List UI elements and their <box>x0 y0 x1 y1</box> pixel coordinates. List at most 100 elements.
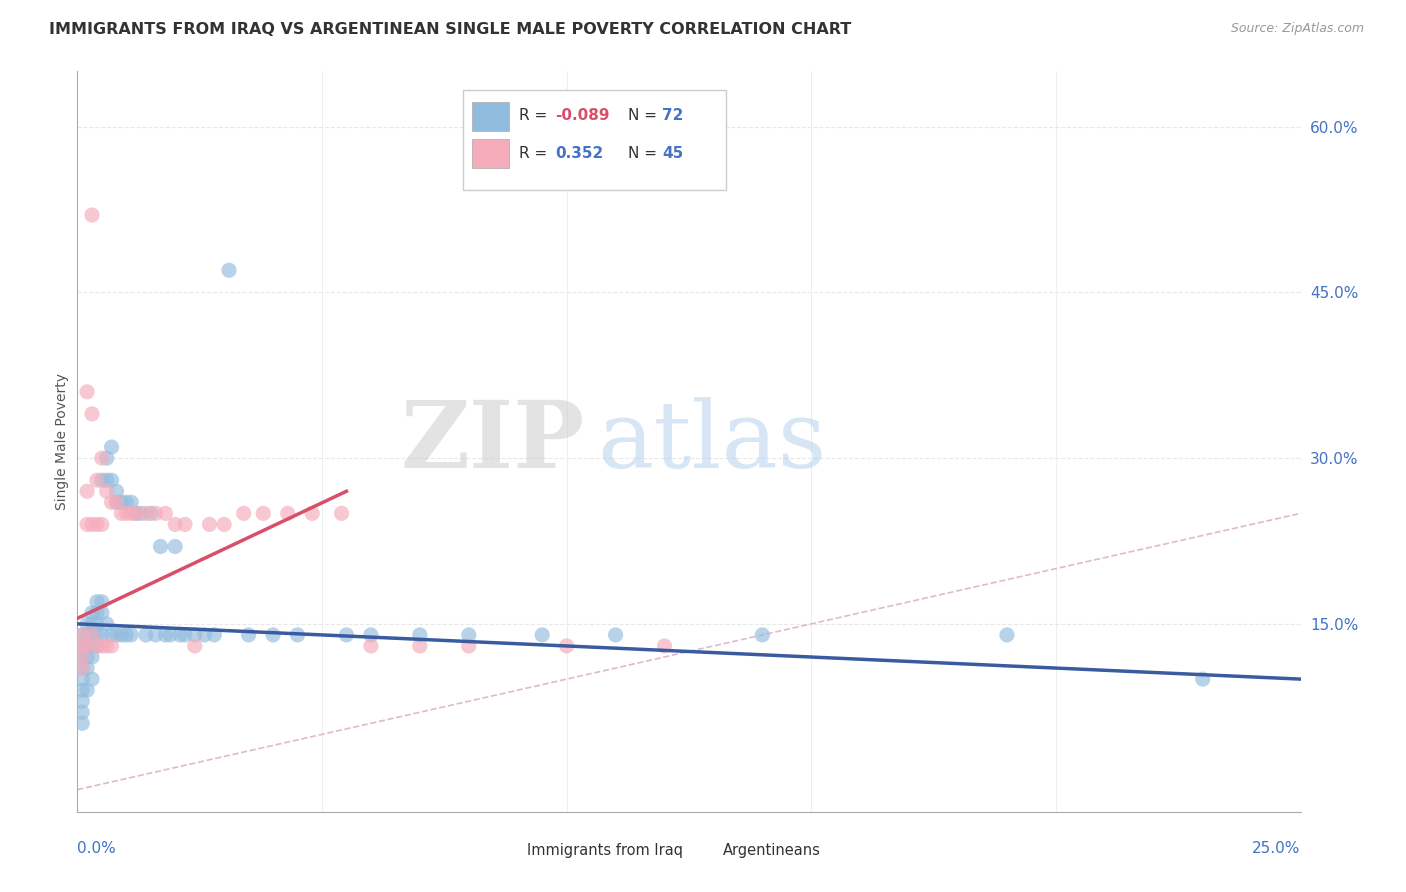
Point <box>360 628 382 642</box>
Point <box>184 639 207 653</box>
Y-axis label: Single Male Poverty: Single Male Poverty <box>55 373 69 510</box>
Point <box>155 628 177 642</box>
Point <box>751 628 773 642</box>
Point <box>174 628 197 642</box>
Point <box>80 606 103 620</box>
Point <box>96 473 118 487</box>
Text: N =: N = <box>628 108 662 122</box>
Text: 0.352: 0.352 <box>555 146 603 161</box>
Point <box>76 517 98 532</box>
Point <box>120 628 142 642</box>
Text: Source: ZipAtlas.com: Source: ZipAtlas.com <box>1230 22 1364 36</box>
Point <box>277 507 299 521</box>
Point <box>155 507 177 521</box>
Text: -0.089: -0.089 <box>555 108 610 122</box>
Point <box>80 650 103 665</box>
Point <box>169 628 191 642</box>
FancyBboxPatch shape <box>494 841 520 860</box>
Text: Immigrants from Iraq: Immigrants from Iraq <box>527 843 683 858</box>
FancyBboxPatch shape <box>472 103 509 130</box>
Point <box>174 517 197 532</box>
Text: 25.0%: 25.0% <box>1253 841 1301 856</box>
Point <box>76 639 98 653</box>
Point <box>100 639 122 653</box>
Point <box>409 628 432 642</box>
Point <box>90 595 112 609</box>
Point <box>605 628 627 642</box>
Point <box>86 628 108 642</box>
Point <box>76 650 98 665</box>
Point <box>555 639 578 653</box>
Text: N =: N = <box>628 146 662 161</box>
Point <box>76 639 98 653</box>
FancyBboxPatch shape <box>463 90 725 190</box>
Point <box>100 495 122 509</box>
Point <box>96 484 118 499</box>
Point <box>96 639 118 653</box>
Point <box>995 628 1018 642</box>
Point <box>139 507 162 521</box>
Point <box>193 628 215 642</box>
Point <box>90 473 112 487</box>
Point <box>330 507 353 521</box>
Text: Argentineans: Argentineans <box>723 843 821 858</box>
Point <box>105 484 128 499</box>
Point <box>76 484 98 499</box>
Point <box>115 507 138 521</box>
Point <box>202 628 225 642</box>
Point <box>90 517 112 532</box>
Point <box>218 263 240 277</box>
Point <box>252 507 274 521</box>
Point <box>80 407 103 421</box>
Point <box>76 661 98 675</box>
Point <box>76 683 98 698</box>
Point <box>76 616 98 631</box>
Point <box>165 517 187 532</box>
Point <box>70 716 93 731</box>
Point <box>70 661 93 675</box>
Point <box>80 628 103 642</box>
Point <box>80 517 103 532</box>
Point <box>115 495 138 509</box>
Point <box>86 639 108 653</box>
Point <box>70 683 93 698</box>
Point <box>76 628 98 642</box>
Point <box>96 616 118 631</box>
Point <box>70 694 93 708</box>
FancyBboxPatch shape <box>689 841 716 860</box>
Point <box>125 507 148 521</box>
Point <box>212 517 235 532</box>
Point <box>96 451 118 466</box>
Point <box>105 628 128 642</box>
Point <box>70 672 93 686</box>
Text: ZIP: ZIP <box>401 397 585 486</box>
Point <box>86 616 108 631</box>
Point <box>232 507 254 521</box>
Point <box>301 507 323 521</box>
Point <box>86 606 108 620</box>
Point <box>70 650 93 665</box>
Point <box>1191 672 1213 686</box>
Point <box>80 672 103 686</box>
Point <box>457 628 479 642</box>
Point <box>165 540 187 554</box>
Point <box>360 639 382 653</box>
Point <box>198 517 221 532</box>
Point <box>105 495 128 509</box>
Point <box>76 384 98 399</box>
Text: 72: 72 <box>662 108 683 122</box>
Point <box>80 208 103 222</box>
Text: R =: R = <box>519 146 557 161</box>
Point <box>238 628 260 642</box>
Point <box>70 706 93 720</box>
Point <box>145 628 167 642</box>
Point <box>80 639 103 653</box>
Point <box>110 628 132 642</box>
Point <box>110 495 132 509</box>
Point <box>115 628 138 642</box>
Point <box>262 628 284 642</box>
Point <box>105 495 128 509</box>
Text: IMMIGRANTS FROM IRAQ VS ARGENTINEAN SINGLE MALE POVERTY CORRELATION CHART: IMMIGRANTS FROM IRAQ VS ARGENTINEAN SING… <box>49 22 852 37</box>
Point <box>70 661 93 675</box>
Point <box>531 628 554 642</box>
